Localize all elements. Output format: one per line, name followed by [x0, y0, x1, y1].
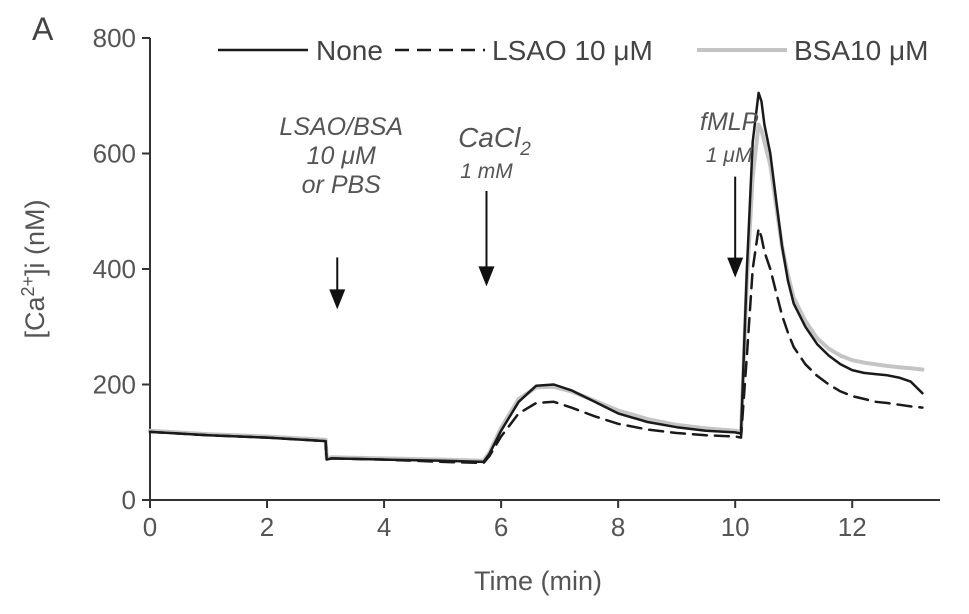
series-layer	[148, 91, 925, 465]
y-tick-label: 0	[122, 485, 136, 515]
x-axis-title: Time (min)	[474, 566, 602, 596]
panel-label: A	[32, 11, 54, 47]
legend-label-1: LSAO 10 μM	[492, 35, 653, 66]
y-axis-title: [Ca2+]i (nM)	[18, 199, 50, 338]
annotation-text: CaCl2	[458, 122, 531, 160]
x-tick-label: 12	[838, 512, 867, 542]
legend: None LSAO 10 μM BSA10 μM	[218, 35, 928, 66]
annotation-text: LSAO/BSA	[279, 113, 403, 141]
annotation-arrow-head	[329, 289, 346, 310]
y-axis-title-superscript: 2+	[18, 276, 38, 297]
y-tick-label: 600	[93, 139, 136, 169]
annotation-text-main: CaCl	[458, 122, 521, 153]
legend-label-2: BSA10 μM	[794, 35, 928, 66]
annotation-arrow-head	[727, 257, 744, 278]
series-line-1	[148, 227, 924, 465]
annotation-text: 1 μM	[706, 144, 753, 167]
y-tick-label: 200	[93, 370, 136, 400]
legend-label-0: None	[316, 35, 383, 66]
annotation-text: 10 μM	[307, 142, 376, 170]
x-tick-label: 2	[260, 512, 274, 542]
annotation-text: 1 mM	[460, 160, 513, 183]
annotation-arrow-head	[478, 266, 495, 287]
annotation-subscript: 2	[519, 139, 531, 160]
axes: 0 200 400 600 800 0 2 4 6 8 10 12	[93, 23, 940, 542]
y-axis-title-main: [Ca	[20, 296, 50, 339]
annotation-text: fMLP	[700, 108, 759, 136]
annotation-text: or PBS	[302, 171, 382, 199]
series-line-2	[148, 122, 925, 463]
y-tick-label: 400	[93, 254, 136, 284]
x-tick-label: 0	[143, 512, 157, 542]
x-tick-label: 4	[377, 512, 391, 542]
x-tick-label: 6	[494, 512, 508, 542]
y-axis-title-suffix: ]i (nM)	[20, 199, 50, 276]
series-line-0	[148, 91, 924, 464]
x-tick-label: 10	[721, 512, 750, 542]
y-tick-label: 800	[93, 23, 136, 53]
x-tick-label: 8	[611, 512, 625, 542]
